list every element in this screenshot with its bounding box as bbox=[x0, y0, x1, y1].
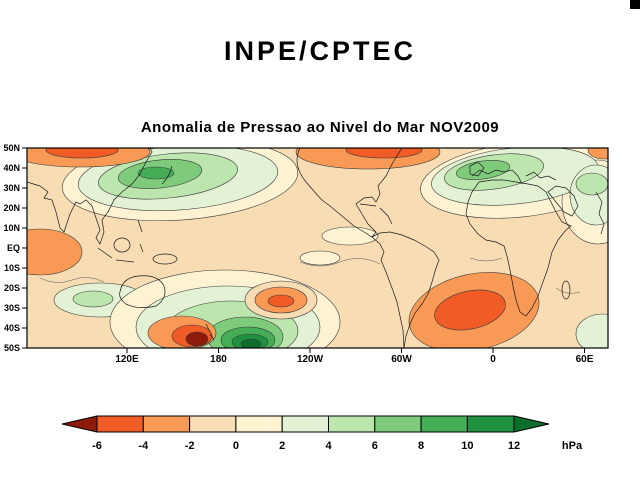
colorbar-tick-6: 6 bbox=[372, 440, 378, 452]
colorbar: -6 -4 -2 0 2 4 6 8 10 12 hPa bbox=[61, 415, 583, 452]
colorbar-tick-m4: -4 bbox=[138, 440, 149, 452]
lat-label-50s: 50S bbox=[4, 343, 20, 353]
madagascar-coast bbox=[561, 280, 571, 300]
anomaly-fields bbox=[27, 148, 608, 348]
pressure-anomaly-map: 50N 40N 30N 20N 10N EQ 10S 20S 30S 40S 5… bbox=[3, 143, 609, 365]
japan-coast bbox=[161, 165, 173, 185]
zero-contour-lines bbox=[39, 257, 581, 294]
colorbar-seg-1 bbox=[96, 415, 144, 433]
africa-coast bbox=[465, 179, 572, 317]
sindian-positive-anomaly bbox=[575, 313, 608, 348]
lat-axis-labels: 50N 40N 30N 20N 10N EQ 10S 20S 30S 40S 5… bbox=[3, 143, 20, 353]
corner-mark bbox=[630, 0, 640, 9]
colorbar-seg-4 bbox=[235, 415, 283, 433]
lon-axis-labels: 120E 180 120W 60W 0 60E bbox=[115, 354, 593, 365]
asia-negative-anomaly-core bbox=[45, 148, 119, 159]
equatorial-neutral-patch-2 bbox=[299, 250, 341, 266]
java-coast bbox=[115, 259, 135, 263]
lat-label-40n: 40N bbox=[3, 163, 20, 173]
colorbar-tick-0: 0 bbox=[233, 440, 239, 452]
colorbar-seg-6 bbox=[328, 415, 376, 433]
main-title: INPE/CPTEC bbox=[223, 36, 417, 66]
lat-label-10n: 10N bbox=[3, 223, 20, 233]
lat-label-20n: 20N bbox=[3, 203, 20, 213]
cuba-coast bbox=[359, 203, 377, 207]
lat-label-50n: 50N bbox=[3, 143, 20, 153]
philippines-coast bbox=[137, 219, 143, 233]
arabia-coast bbox=[547, 185, 579, 217]
lon-axis bbox=[126, 348, 585, 353]
lat-label-eq: EQ bbox=[7, 243, 20, 253]
colorbar-segments bbox=[61, 415, 550, 433]
colorbar-tick-m6: -6 bbox=[92, 440, 102, 452]
colorbar-tick-10: 10 bbox=[461, 440, 473, 452]
lon-label-0: 0 bbox=[490, 354, 496, 365]
natlantic-positive-anomaly-core bbox=[455, 160, 511, 180]
npac-positive-anomaly-core bbox=[137, 166, 175, 180]
newzealand-coast bbox=[205, 323, 215, 341]
colorbar-arrow-right bbox=[513, 415, 550, 433]
lat-label-40s: 40S bbox=[4, 323, 20, 333]
satlantic-negative-anomaly-core bbox=[434, 289, 506, 331]
spac-positive-anomaly-core bbox=[240, 338, 262, 348]
namerica-negative-anomaly-core bbox=[345, 148, 423, 159]
spac-negative-anomaly-core bbox=[185, 331, 209, 347]
colorbar-arrow-left bbox=[61, 415, 98, 433]
sepac-negative-anomaly-core bbox=[267, 294, 295, 308]
colorbar-tick-m2: -2 bbox=[185, 440, 195, 452]
sulawesi-coast bbox=[139, 243, 144, 253]
coastlines bbox=[27, 148, 605, 348]
antilles-coast bbox=[379, 207, 393, 225]
australia-coast bbox=[119, 275, 166, 308]
south-america-coast bbox=[371, 231, 440, 348]
lon-label-60w: 60W bbox=[391, 354, 412, 365]
lon-label-120w: 120W bbox=[297, 354, 324, 365]
topright-negative-anomaly bbox=[587, 148, 608, 160]
iberia-coast bbox=[469, 161, 485, 177]
lat-axis bbox=[22, 147, 27, 349]
europe-positive-anomaly-core bbox=[575, 172, 608, 196]
saus-positive-anomaly-core bbox=[72, 290, 114, 308]
colorbar-seg-7 bbox=[374, 415, 422, 433]
lat-label-30s: 30S bbox=[4, 303, 20, 313]
wrap-edge-coast bbox=[595, 191, 605, 235]
map-title: Anomalia de Pressao ao Nivel do Mar NOV2… bbox=[140, 119, 500, 136]
eurasia-coast bbox=[27, 148, 153, 245]
colorbar-seg-9 bbox=[466, 415, 515, 433]
borneo-coast bbox=[113, 237, 131, 253]
lat-label-20s: 20S bbox=[4, 283, 20, 293]
colorbar-seg-3 bbox=[189, 415, 237, 433]
colorbar-seg-2 bbox=[142, 415, 191, 433]
lon-label-60e: 60E bbox=[576, 354, 594, 365]
colorbar-tick-12: 12 bbox=[508, 440, 520, 452]
colorbar-seg-8 bbox=[420, 415, 468, 433]
colorbar-tick-4: 4 bbox=[325, 440, 332, 452]
north-america-coast bbox=[296, 148, 403, 238]
mediterranean-north-coast bbox=[471, 169, 557, 185]
lat-label-30n: 30N bbox=[3, 183, 20, 193]
colorbar-tick-8: 8 bbox=[418, 440, 424, 452]
newguinea-coast bbox=[152, 253, 178, 265]
indian-negative-anomaly bbox=[27, 228, 83, 276]
colorbar-tick-2: 2 bbox=[279, 440, 285, 452]
equatorial-neutral-patch-1 bbox=[321, 226, 379, 246]
colorbar-unit-label: hPa bbox=[562, 440, 583, 452]
lon-label-180: 180 bbox=[210, 354, 227, 365]
lat-label-10s: 10S bbox=[4, 263, 20, 273]
lon-label-120e: 120E bbox=[115, 354, 139, 365]
sumatra-coast bbox=[97, 247, 113, 259]
colorbar-seg-5 bbox=[281, 415, 330, 433]
colorbar-labels: -6 -4 -2 0 2 4 6 8 10 12 hPa bbox=[92, 440, 583, 452]
